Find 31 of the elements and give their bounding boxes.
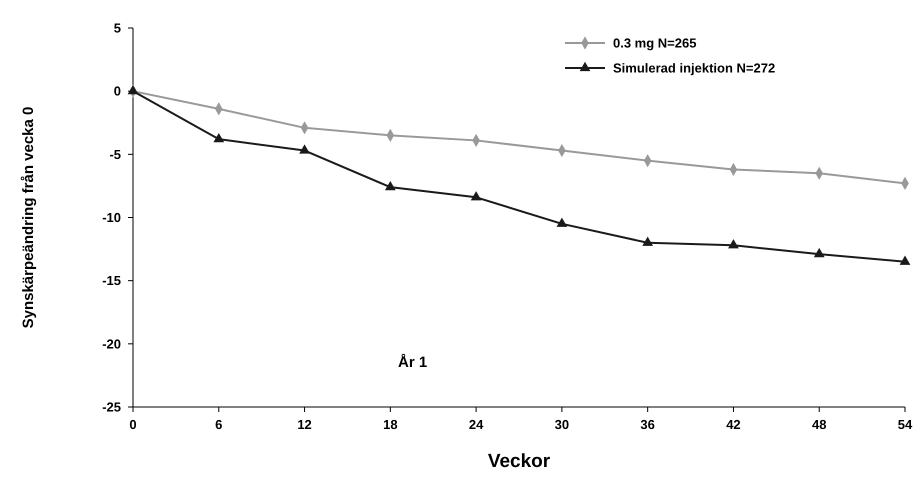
y-tick-label: 0 (114, 84, 121, 99)
legend-label: 0.3 mg N=265 (613, 36, 696, 51)
x-tick-label: 30 (554, 417, 570, 432)
y-tick-label: -20 (102, 336, 121, 352)
y-tick-label: -25 (102, 400, 121, 415)
point (642, 236, 654, 246)
y-tick-label: -15 (102, 273, 121, 288)
x-tick-label: 36 (640, 417, 655, 432)
point (556, 218, 568, 227)
point (384, 180, 396, 190)
x-axis-title: Veckor (488, 451, 551, 472)
x-tick-label: 12 (297, 417, 312, 432)
point (299, 144, 310, 154)
point (213, 132, 224, 142)
point (470, 191, 482, 200)
x-tick-label: 6 (215, 417, 222, 432)
x-tick-label: 18 (383, 417, 398, 432)
y-tick-label: 5 (114, 20, 121, 36)
annotation: År 1 (398, 353, 428, 371)
point (814, 248, 825, 258)
y-axis-title: Synskärpeändring från vecka 0 (20, 106, 37, 328)
x-tick-label: 24 (468, 417, 484, 432)
x-tick-label: 0 (129, 417, 137, 432)
legend-label: Simulerad injektion N=272 (613, 60, 776, 76)
x-tick-label: 54 (898, 417, 913, 432)
y-tick-label: -5 (109, 146, 121, 162)
y-tick-label: -10 (102, 210, 121, 226)
x-tick-label: 42 (726, 417, 741, 432)
point (900, 256, 910, 265)
point (728, 239, 739, 248)
x-tick-label: 48 (812, 417, 826, 432)
